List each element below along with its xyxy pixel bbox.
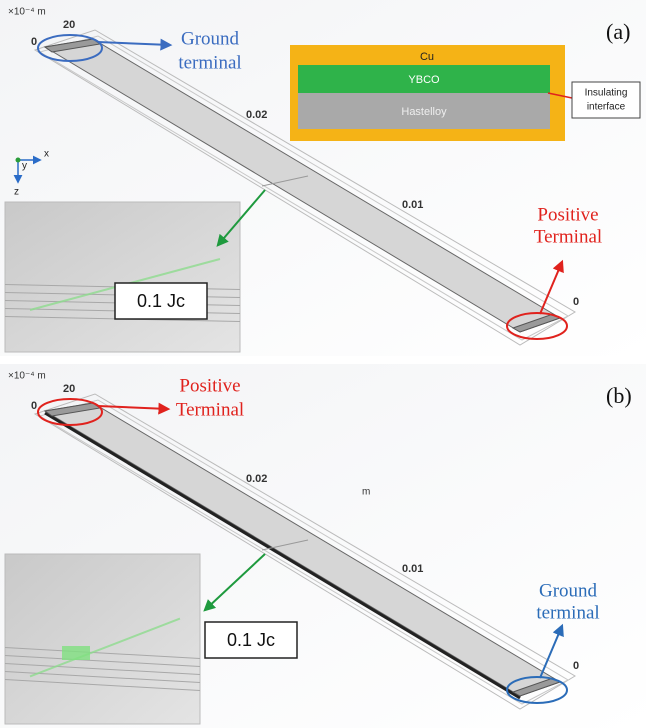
tick-label: 0.01 [402,563,423,575]
axis-name: y [22,161,27,172]
layer-label: Hastelloy [401,106,447,118]
zoom-hotspot [62,646,90,660]
zoom-inset [5,554,200,724]
tick-label: 20 [63,383,75,395]
callout-label: Positive [179,375,240,396]
zoom-label: 0.1 Jc [227,630,275,650]
callout-label: Terminal [176,399,244,420]
callout-label: Ground [181,28,240,49]
panel-label: (b) [606,383,632,408]
note-label: interface [587,102,626,113]
panel: ×10⁻⁴ m 0 20 0.02 0.01 0 (a) x y z 0.1 Jc Ground ter… [0,0,646,356]
tick-label: 0 [31,400,37,412]
axis-scale: ×10⁻⁴ m [8,371,46,382]
tick-label: 0.01 [402,199,423,211]
layer-label: YBCO [408,74,440,86]
callout-label: Ground [539,580,598,601]
axis-name: z [14,187,19,198]
axis-unit: m [362,487,370,498]
tick-label: 0 [31,36,37,48]
panel-label: (a) [606,19,630,44]
figure: ×10⁻⁴ m0200.020.010(a)xyz0.1 JcGroundter… [0,0,646,728]
tick-label: 0.02 [246,473,267,485]
callout-label: terminal [178,52,241,73]
zoom-inset [5,202,240,352]
layer-label: Cu [420,51,434,63]
axis-scale: ×10⁻⁴ m [8,7,46,18]
tick-label: 0 [573,660,579,672]
zoom-label: 0.1 Jc [137,291,185,311]
tick-label: 20 [63,19,75,31]
axis-origin [16,158,21,163]
callout-label: terminal [536,602,599,623]
callout-label: Terminal [534,226,602,247]
tick-label: 0.02 [246,109,267,121]
callout-label: Positive [537,204,598,225]
tick-label: 0 [573,296,579,308]
note-label: Insulating [585,88,628,99]
axis-name: x [44,149,49,160]
